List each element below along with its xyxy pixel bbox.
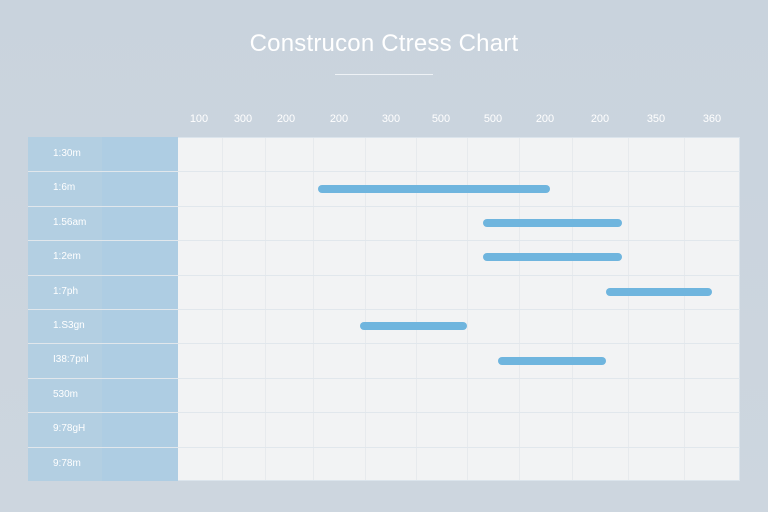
x-tick-label: 200 xyxy=(276,113,296,125)
gantt-bar xyxy=(498,357,606,365)
row-label: 530m xyxy=(53,389,79,400)
row-label: 1:2em xyxy=(53,251,81,262)
row-divider xyxy=(28,275,740,276)
row-label: 9:78m xyxy=(53,458,81,469)
row-divider xyxy=(28,309,740,310)
gantt-bar xyxy=(359,322,467,330)
row-label: 1:6m xyxy=(53,182,76,193)
row-label: I38:7pnl xyxy=(53,354,89,365)
title-underline xyxy=(335,74,433,75)
x-tick-label: 300 xyxy=(233,113,253,125)
row-divider xyxy=(28,171,740,172)
gantt-bar xyxy=(317,185,551,193)
row-label: 1.56am xyxy=(53,217,87,228)
x-tick-label: 350 xyxy=(646,113,666,125)
x-tick-label: 500 xyxy=(483,113,503,125)
x-tick-label: 200 xyxy=(329,113,349,125)
x-tick-label: 200 xyxy=(535,113,555,125)
x-tick-label: 500 xyxy=(431,113,451,125)
row-divider xyxy=(28,240,740,241)
row-divider xyxy=(28,412,740,413)
x-tick-label: 100 xyxy=(189,113,209,125)
x-tick-label: 200 xyxy=(590,113,610,125)
x-tick-label: 360 xyxy=(702,113,722,125)
gantt-bar xyxy=(482,219,623,227)
row-label: 1:30m xyxy=(53,148,81,159)
row-label: 1:7ph xyxy=(53,286,79,297)
row-label: 9:78gH xyxy=(53,423,86,434)
gantt-bar xyxy=(482,253,623,261)
row-divider xyxy=(28,206,740,207)
row-divider xyxy=(28,343,740,344)
row-divider xyxy=(28,447,740,448)
row-label: 1.S3gn xyxy=(53,320,85,331)
x-tick-label: 300 xyxy=(381,113,401,125)
chart-title: Construcon Ctress Chart xyxy=(249,30,519,57)
gantt-bar xyxy=(605,288,712,296)
row-divider xyxy=(28,378,740,379)
